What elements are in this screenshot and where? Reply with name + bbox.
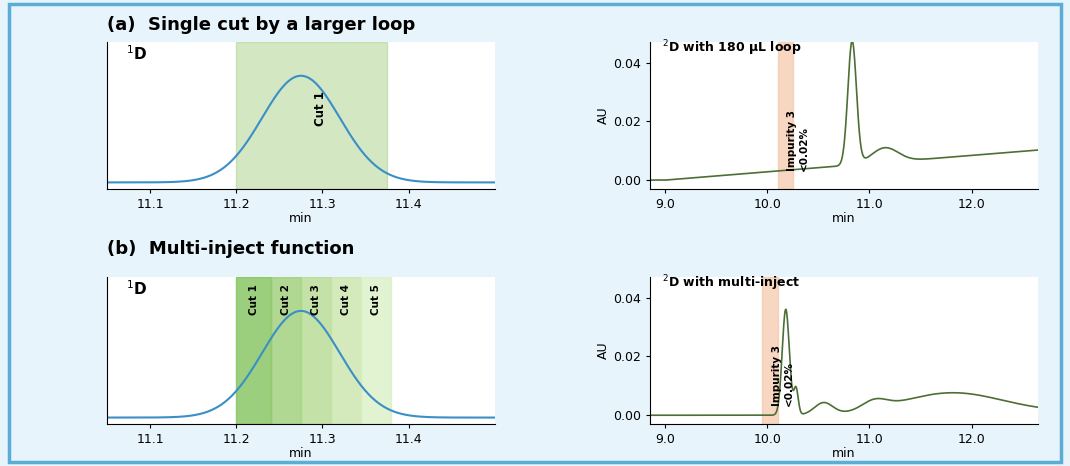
- Text: Cut 2: Cut 2: [280, 284, 291, 315]
- Text: $^1$D: $^1$D: [126, 279, 148, 298]
- Bar: [301, 277, 331, 424]
- Text: Cut 5: Cut 5: [371, 284, 381, 315]
- Bar: [236, 277, 271, 424]
- Text: $^1$D: $^1$D: [126, 44, 148, 62]
- X-axis label: min: min: [289, 212, 312, 226]
- Text: (b)  Multi-inject function: (b) Multi-inject function: [107, 240, 354, 258]
- Text: Cut 4: Cut 4: [341, 284, 351, 315]
- Bar: [778, 42, 793, 189]
- Text: Cut 1: Cut 1: [248, 284, 259, 315]
- Bar: [271, 277, 301, 424]
- X-axis label: min: min: [289, 447, 312, 460]
- Y-axis label: AU: AU: [597, 107, 610, 124]
- Bar: [236, 42, 387, 189]
- X-axis label: min: min: [832, 447, 856, 460]
- Text: Impurity 3
<0.02%: Impurity 3 <0.02%: [771, 345, 794, 406]
- Bar: [762, 277, 778, 424]
- Bar: [362, 277, 392, 424]
- Text: Cut 1: Cut 1: [314, 91, 326, 126]
- Text: Cut 3: Cut 3: [311, 284, 321, 315]
- Text: Impurity 3
<0.02%: Impurity 3 <0.02%: [788, 110, 809, 171]
- X-axis label: min: min: [832, 212, 856, 226]
- Text: $^2$D with 180 μL loop: $^2$D with 180 μL loop: [661, 38, 801, 58]
- Y-axis label: AU: AU: [597, 342, 610, 359]
- Text: $^2$D with multi-inject: $^2$D with multi-inject: [661, 274, 800, 293]
- Bar: [331, 277, 362, 424]
- Text: (a)  Single cut by a larger loop: (a) Single cut by a larger loop: [107, 16, 415, 34]
